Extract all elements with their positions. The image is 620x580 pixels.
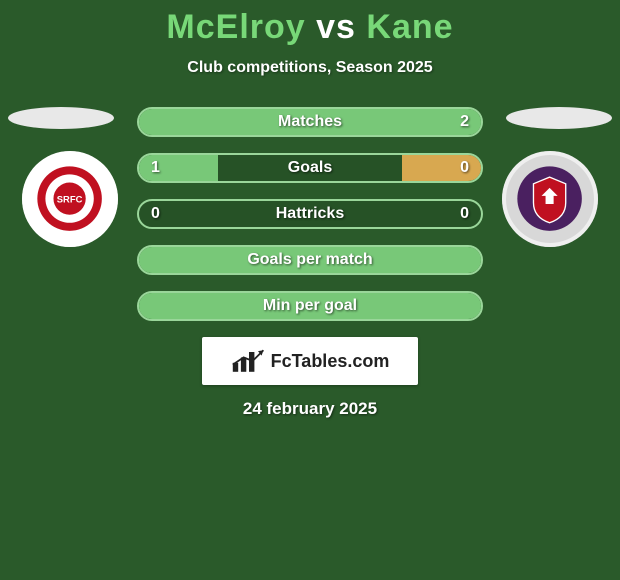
stat-value-right: 2: [460, 113, 469, 131]
stat-value-right: 0: [460, 205, 469, 223]
stat-row: 2 Matches: [137, 107, 483, 137]
stat-row: Goals per match: [137, 245, 483, 275]
stat-label: Min per goal: [263, 297, 357, 315]
stat-label: Goals per match: [247, 251, 372, 269]
source-logo-text: FcTables.com: [271, 351, 390, 372]
drogheda-united-crest-icon: [516, 165, 583, 232]
stat-bars: 2 Matches 1 0 Goals 0 0 Hattricks Goals per matc…: [137, 107, 483, 321]
team1-crest: SRFC: [22, 151, 118, 247]
source-logo: FcTables.com: [202, 337, 418, 385]
comparison-infographic: McElroy vs Kane Club competitions, Seaso…: [0, 0, 620, 419]
subtitle: Club competitions, Season 2025: [0, 59, 620, 77]
player2-name: Kane: [366, 8, 453, 46]
stat-label: Matches: [278, 113, 342, 131]
fctables-chart-icon: [231, 348, 267, 374]
stat-label: Hattricks: [276, 205, 344, 223]
page-title: McElroy vs Kane: [0, 8, 620, 47]
stat-label: Goals: [288, 159, 332, 177]
stats-area: SRFC 2 Matches 1 0 Goals 0 0 Hattricks Goals per…: [0, 107, 620, 321]
svg-text:SRFC: SRFC: [57, 194, 83, 205]
date-text: 24 february 2025: [0, 399, 620, 419]
player1-photo-placeholder: [8, 107, 114, 129]
team2-crest: [502, 151, 598, 247]
player1-name: McElroy: [166, 8, 305, 46]
stat-value-left: 0: [151, 205, 160, 223]
sligo-rovers-crest-icon: SRFC: [36, 165, 103, 232]
stat-row: 0 0 Hattricks: [137, 199, 483, 229]
vs-text: vs: [316, 8, 356, 46]
stat-fill-right: [402, 155, 481, 181]
stat-value-left: 1: [151, 159, 160, 177]
stat-row: Min per goal: [137, 291, 483, 321]
stat-value-right: 0: [460, 159, 469, 177]
stat-row: 1 0 Goals: [137, 153, 483, 183]
player2-photo-placeholder: [506, 107, 612, 129]
